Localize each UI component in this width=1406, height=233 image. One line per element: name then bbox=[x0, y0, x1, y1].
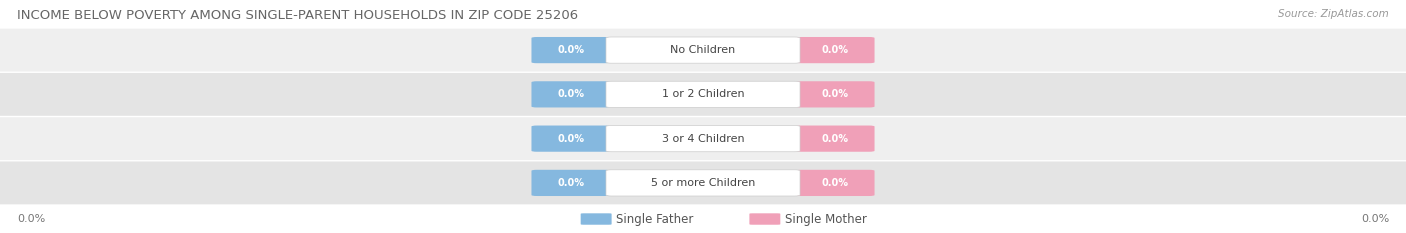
FancyBboxPatch shape bbox=[0, 29, 1406, 72]
Text: 0.0%: 0.0% bbox=[821, 45, 849, 55]
FancyBboxPatch shape bbox=[0, 117, 1406, 160]
Text: INCOME BELOW POVERTY AMONG SINGLE-PARENT HOUSEHOLDS IN ZIP CODE 25206: INCOME BELOW POVERTY AMONG SINGLE-PARENT… bbox=[17, 9, 578, 22]
FancyBboxPatch shape bbox=[531, 126, 610, 152]
Text: Single Father: Single Father bbox=[616, 212, 693, 226]
Text: 0.0%: 0.0% bbox=[557, 178, 585, 188]
FancyBboxPatch shape bbox=[796, 81, 875, 107]
FancyBboxPatch shape bbox=[0, 161, 1406, 204]
FancyBboxPatch shape bbox=[531, 170, 610, 196]
Text: 0.0%: 0.0% bbox=[821, 134, 849, 144]
Text: 5 or more Children: 5 or more Children bbox=[651, 178, 755, 188]
FancyBboxPatch shape bbox=[606, 37, 800, 63]
FancyBboxPatch shape bbox=[749, 213, 780, 225]
FancyBboxPatch shape bbox=[606, 126, 800, 152]
Text: 0.0%: 0.0% bbox=[821, 178, 849, 188]
Text: 0.0%: 0.0% bbox=[17, 214, 45, 224]
FancyBboxPatch shape bbox=[796, 126, 875, 152]
Text: 3 or 4 Children: 3 or 4 Children bbox=[662, 134, 744, 144]
FancyBboxPatch shape bbox=[581, 213, 612, 225]
FancyBboxPatch shape bbox=[0, 73, 1406, 116]
FancyBboxPatch shape bbox=[606, 170, 800, 196]
Text: No Children: No Children bbox=[671, 45, 735, 55]
Text: 0.0%: 0.0% bbox=[821, 89, 849, 99]
Text: Single Mother: Single Mother bbox=[785, 212, 866, 226]
FancyBboxPatch shape bbox=[531, 37, 610, 63]
Text: 1 or 2 Children: 1 or 2 Children bbox=[662, 89, 744, 99]
FancyBboxPatch shape bbox=[531, 81, 610, 107]
FancyBboxPatch shape bbox=[796, 170, 875, 196]
Text: 0.0%: 0.0% bbox=[1361, 214, 1389, 224]
FancyBboxPatch shape bbox=[606, 81, 800, 107]
Text: 0.0%: 0.0% bbox=[557, 89, 585, 99]
Text: 0.0%: 0.0% bbox=[557, 134, 585, 144]
Text: Source: ZipAtlas.com: Source: ZipAtlas.com bbox=[1278, 9, 1389, 19]
Text: 0.0%: 0.0% bbox=[557, 45, 585, 55]
FancyBboxPatch shape bbox=[796, 37, 875, 63]
